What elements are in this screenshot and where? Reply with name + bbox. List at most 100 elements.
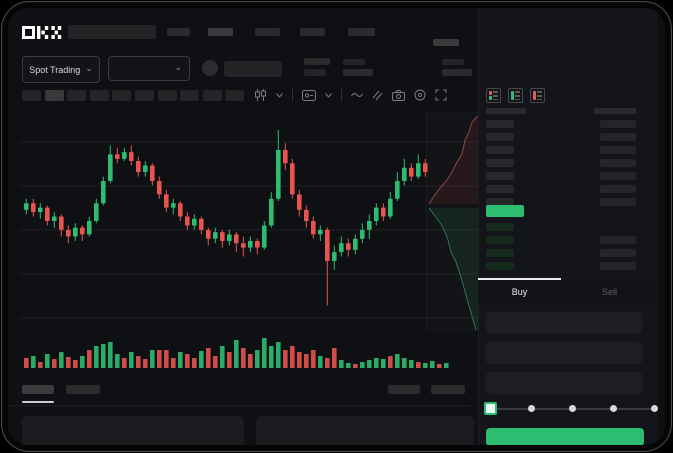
last-price-bar[interactable] [486, 205, 524, 217]
timeframe-chip[interactable] [89, 90, 109, 101]
nav-item-placeholder[interactable] [300, 28, 325, 36]
header-search-placeholder[interactable] [68, 25, 156, 39]
bottom-link-placeholder[interactable] [388, 385, 420, 394]
candles-icon[interactable] [254, 89, 267, 101]
chart-tools [254, 88, 447, 102]
bottom-divider [10, 405, 470, 406]
orderbook-row[interactable] [478, 259, 656, 272]
amount-slider[interactable] [482, 401, 658, 415]
candle-body [52, 216, 57, 221]
nav-item-placeholder[interactable] [348, 28, 375, 36]
orderbook-row[interactable] [478, 169, 656, 182]
volume-bar [185, 354, 190, 368]
chevron-down-icon[interactable] [276, 92, 283, 98]
volume-bar [381, 359, 386, 368]
history-tab-placeholder[interactable] [66, 385, 100, 394]
timeframe-chip[interactable] [135, 90, 154, 101]
volume-bar [171, 358, 176, 368]
volume-bar [416, 362, 421, 368]
timeframe-chip[interactable] [22, 90, 41, 101]
tab-buy[interactable]: Buy [511, 287, 528, 297]
bottom-link-placeholder[interactable] [431, 385, 465, 394]
orderbook-row[interactable] [478, 117, 656, 130]
slider-step-dot[interactable] [527, 405, 535, 412]
orderbook-row[interactable] [478, 143, 656, 156]
book-asks-icon[interactable] [530, 88, 545, 103]
candles-layer [24, 129, 428, 306]
volume-bar [423, 363, 428, 368]
wave-icon[interactable] [351, 91, 363, 99]
candle-body [136, 161, 141, 173]
nav-item-placeholder[interactable] [167, 28, 190, 36]
order-input-placeholder[interactable] [486, 372, 642, 394]
order-input-placeholder[interactable] [486, 312, 642, 334]
market-type-dropdown[interactable]: Spot Trading ⌄ [22, 56, 100, 83]
nav-item-placeholder[interactable] [255, 28, 280, 36]
volume-bar [234, 340, 239, 368]
candle-body [227, 234, 232, 241]
timeframe-chip[interactable] [44, 90, 64, 101]
ob-amount-placeholder [600, 145, 636, 154]
volume-bar [248, 354, 253, 368]
ob-amount-placeholder [600, 119, 636, 128]
orderbook-row[interactable] [478, 130, 656, 143]
ob-price-placeholder [486, 119, 514, 128]
candle-body [94, 203, 99, 221]
bids-rows [478, 220, 656, 272]
book-all-icon[interactable] [486, 88, 501, 103]
timeframe-chip[interactable] [202, 90, 222, 101]
orderbook-row[interactable] [478, 182, 656, 195]
timeframe-chip[interactable] [157, 90, 177, 101]
orderbook-row[interactable] [478, 220, 656, 233]
tab-sell[interactable]: Sell [601, 287, 617, 297]
grid-layer [20, 141, 480, 319]
slider-step-dot[interactable] [650, 405, 658, 412]
slider-step-dot[interactable] [568, 405, 576, 412]
timeframe-chip[interactable] [180, 90, 200, 101]
orderbook-row[interactable] [478, 156, 656, 169]
ob-amount-placeholder [600, 261, 636, 270]
order-input-placeholder[interactable] [486, 342, 642, 364]
candle-body [143, 165, 148, 173]
fullscreen-icon[interactable] [435, 89, 447, 101]
volume-bar [395, 354, 400, 368]
volume-bar [143, 359, 148, 368]
ob-header-amount-placeholder [594, 108, 636, 114]
settings-icon[interactable] [414, 89, 426, 101]
volume-bar [164, 350, 169, 368]
candle-body [192, 218, 197, 226]
header-link-placeholder[interactable] [433, 39, 459, 46]
timeframe-chip[interactable] [225, 90, 245, 101]
slider-handle[interactable] [483, 402, 497, 415]
timeframe-chip[interactable] [67, 90, 87, 101]
candle-body [66, 229, 71, 237]
volume-bar [52, 359, 57, 368]
pair-selector-dropdown[interactable]: ⌄ [108, 56, 190, 81]
candle-body [416, 163, 421, 177]
price-chart[interactable] [20, 110, 480, 332]
nav-item-placeholder[interactable] [208, 28, 233, 36]
timeframe-chip[interactable] [112, 90, 132, 101]
submit-buy-button[interactable] [486, 428, 644, 445]
volume-bar [206, 348, 211, 368]
ob-price-placeholder [486, 235, 514, 244]
camera-icon[interactable] [392, 89, 405, 101]
chevron-down-icon[interactable] [325, 92, 332, 98]
book-bids-icon[interactable] [508, 88, 523, 103]
orderbook-row[interactable] [478, 246, 656, 259]
candle-body [241, 243, 246, 248]
overlay-icon[interactable] [302, 89, 316, 101]
orderbook-row[interactable] [478, 233, 656, 246]
compare-icon[interactable] [372, 90, 383, 101]
volume-bar [241, 348, 246, 368]
volume-bar [150, 350, 155, 368]
candle-body [325, 229, 330, 261]
candle-body [339, 243, 344, 253]
volume-bar [339, 360, 344, 368]
candle-body [423, 163, 428, 173]
orderbook-row[interactable] [478, 195, 656, 208]
slider-step-dot[interactable] [609, 405, 617, 412]
candle-body [213, 232, 218, 239]
orders-tab-placeholder[interactable] [22, 385, 54, 394]
